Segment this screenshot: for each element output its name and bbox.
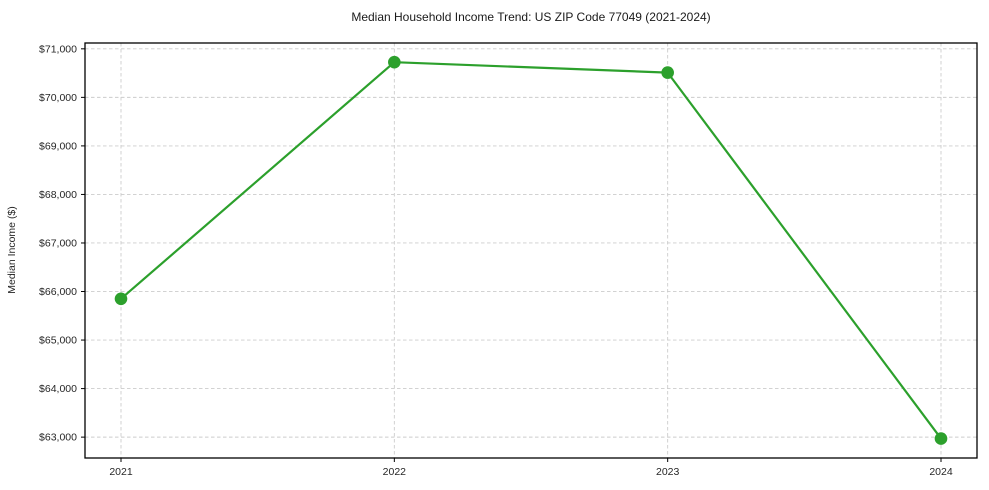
- x-tick-label: 2021: [109, 466, 133, 478]
- y-tick-label: $70,000: [39, 92, 77, 104]
- data-point-2022: [388, 55, 401, 69]
- y-tick-label: $71,000: [39, 43, 77, 55]
- plot-area: $63,000 $64,000 $65,000 $66,000 $67,000 $68,0…: [39, 42, 978, 478]
- y-tick-label: $63,000: [39, 432, 77, 444]
- data-point-2021: [114, 292, 128, 306]
- y-tick-label: $69,000: [39, 141, 77, 153]
- data-point-2024: [934, 432, 948, 445]
- data-point-2023: [661, 66, 674, 79]
- y-tick-label: $67,000: [39, 238, 77, 250]
- x-tick-label: 2023: [656, 466, 680, 478]
- chart-title: Median Household Income Trend: US ZIP Co…: [351, 10, 710, 24]
- y-axis-label: Median Income ($): [6, 206, 18, 294]
- y-tick-label: $64,000: [39, 383, 77, 395]
- x-tick-label: 2022: [383, 466, 407, 478]
- trend-line: [119, 61, 943, 440]
- x-tick-label: 2024: [929, 466, 953, 478]
- y-tick-label: $65,000: [39, 335, 77, 347]
- y-tick-label: $66,000: [39, 286, 77, 298]
- plot-border: [84, 42, 978, 459]
- y-tick-label: $68,000: [39, 189, 77, 201]
